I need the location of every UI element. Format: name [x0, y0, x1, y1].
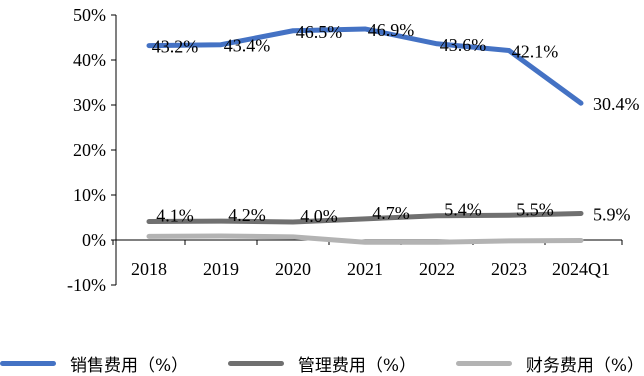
- x-tick-label: 2020: [275, 259, 311, 279]
- legend: 销售费用（%） 管理费用（%） 财务费用（%）: [0, 351, 644, 376]
- series-lines-group: [146, 26, 584, 245]
- series-line-0: [146, 26, 584, 106]
- data-label: 42.1%: [512, 42, 559, 62]
- data-label: 4.2%: [228, 205, 266, 225]
- data-labels-group: 43.2% 43.4% 46.5% 46.9% 43.6% 42.1% 30.4% 4.1% 4…: [152, 20, 640, 226]
- data-label: 4.7%: [372, 203, 410, 223]
- series-line-1: [146, 210, 584, 225]
- y-tick-label: 50%: [73, 5, 106, 25]
- legend-swatch-sales: [0, 360, 56, 366]
- data-label: 4.0%: [300, 206, 338, 226]
- legend-label-admin: 管理费用（%）: [297, 355, 417, 376]
- x-tick-label: 2023: [491, 259, 527, 279]
- axes-group: -10% 0% 10% 20% 30% 40% 50% 2018 2019 2020 2021 202…: [67, 5, 623, 295]
- data-label: 4.1%: [156, 206, 194, 226]
- data-label: 30.4%: [593, 94, 640, 114]
- legend-label-sales: 销售费用（%）: [70, 355, 189, 376]
- series-line-2: [146, 233, 584, 245]
- y-tick-label: -10%: [67, 275, 106, 295]
- y-tick-label: 40%: [73, 50, 106, 70]
- data-label: 43.2%: [152, 37, 199, 57]
- line-chart: -10% 0% 10% 20% 30% 40% 50% 2018 2019 2020 2021 202…: [67, 5, 640, 295]
- legend-item-finance: 财务费用（%）: [455, 351, 644, 376]
- data-label: 46.5%: [296, 22, 343, 42]
- data-label: 46.9%: [368, 20, 415, 40]
- legend-label-finance: 财务费用（%）: [525, 355, 644, 376]
- y-tick-label: 30%: [73, 95, 106, 115]
- legend-item-sales: 销售费用（%）: [0, 351, 188, 376]
- x-tick-label: 2024Q1: [552, 259, 610, 279]
- legend-item-admin: 管理费用（%）: [227, 351, 417, 376]
- x-tick-label: 2019: [203, 259, 239, 279]
- legend-swatch-admin: [227, 360, 284, 366]
- y-tick-label: 20%: [73, 140, 106, 160]
- y-tick-label: 10%: [73, 185, 106, 205]
- data-label: 43.6%: [440, 35, 487, 55]
- legend-swatch-finance: [455, 360, 512, 366]
- data-label: 5.4%: [444, 200, 482, 220]
- x-tick-label: 2022: [419, 259, 455, 279]
- x-tick-label: 2021: [347, 259, 383, 279]
- data-label: 5.9%: [593, 204, 631, 224]
- x-tick-label: 2018: [131, 259, 167, 279]
- data-label: 5.5%: [516, 199, 554, 219]
- y-tick-label: 0%: [82, 230, 106, 250]
- data-label: 43.4%: [224, 36, 271, 56]
